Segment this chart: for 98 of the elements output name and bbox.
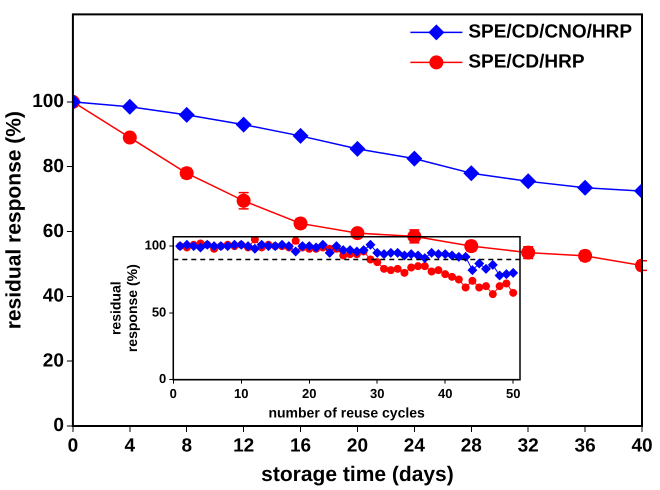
point [345,245,356,256]
x-tick-label: 20 [346,436,368,457]
point [447,250,458,260]
point [488,260,498,270]
point [338,245,348,256]
point [434,266,442,274]
point [324,248,335,258]
y-tick-label: 80 [42,156,64,177]
point [379,249,390,260]
point [468,276,476,285]
point [482,282,490,290]
legend-label: SPE/CD/CNO/HRP [468,22,632,43]
point [481,264,492,274]
point [292,236,300,245]
point [577,180,594,196]
point [399,250,410,260]
point [229,240,240,250]
point [250,244,260,254]
point [372,248,382,258]
point [365,240,376,250]
point [467,265,478,276]
x-tick-label: 32 [518,436,539,457]
x-tick-label: 50 [506,386,520,401]
point [349,140,366,157]
point [496,282,504,290]
x-tick-label: 4 [124,436,136,457]
y-tick-label: 20 [42,350,64,372]
point [462,284,470,292]
point [501,269,512,280]
point [474,258,484,268]
point [509,288,518,297]
point [454,276,463,284]
x-tick-label: 12 [233,436,254,457]
point [392,248,403,258]
y-tick-label: 60 [42,220,64,242]
x-tick-label: 16 [290,436,312,457]
point [440,249,450,260]
point [400,268,408,277]
point [488,290,497,298]
point [441,270,450,278]
point [520,173,536,190]
point [448,272,456,281]
x-tick-label: 40 [438,386,452,401]
x-axis-title: number of reuse cycles [268,404,426,420]
point [428,268,436,276]
point [331,241,342,252]
point [256,240,267,250]
point [414,262,422,270]
y-tick-label: 50 [152,304,166,320]
point [195,242,206,252]
x-tick-label: 40 [631,436,653,457]
point [311,242,322,252]
point [386,266,395,274]
point [250,236,259,244]
point [188,241,199,252]
point [426,248,437,258]
x-tick-label: 36 [574,436,596,457]
y-axis-title: residual response (%) [2,111,26,330]
point [406,150,422,167]
x-tick-label: 0 [68,436,78,457]
point [292,128,309,144]
x-tick-label: 24 [404,436,426,457]
point [373,258,382,266]
point [508,268,518,278]
legend-label: SPE/CD/HRP [468,52,585,73]
point [263,241,274,252]
point [304,241,314,252]
y-tick-label: 40 [42,286,64,307]
point [380,264,388,273]
point [290,246,301,256]
x-tick-label: 10 [234,386,249,401]
point [420,262,429,270]
y-axis-title: residual response (%) [107,264,140,352]
x-axis-title: storage time (days) [261,463,454,486]
point [394,264,402,273]
point [350,226,364,240]
point [318,240,328,250]
point [463,165,480,182]
point [182,240,192,250]
point [222,241,233,252]
point [475,284,484,292]
x-tick-label: 0 [170,386,177,401]
x-tick-label: 20 [302,386,316,401]
y-tick-label: 100 [144,238,166,253]
point [277,240,288,250]
x-tick-label: 8 [181,436,192,457]
y-tick-label: 0 [53,415,64,436]
point [407,263,416,272]
point [494,270,505,281]
point [502,280,510,288]
point [122,98,138,115]
y-tick-label: 0 [159,371,166,386]
y-tick-label: 100 [32,91,64,112]
x-tick-label: 30 [370,386,384,401]
x-tick-label: 28 [460,436,482,457]
point [178,106,195,123]
point [406,249,416,260]
point [236,116,252,133]
